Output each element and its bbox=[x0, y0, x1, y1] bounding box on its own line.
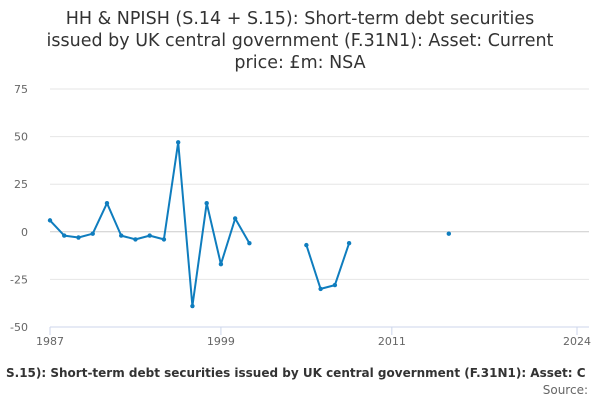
series-0-point-1994 bbox=[147, 233, 152, 238]
chart-footer: S.15): Short-term debt securities issued… bbox=[6, 366, 588, 397]
series-0-point-1990 bbox=[90, 231, 95, 236]
series-0-point-1989 bbox=[76, 235, 81, 240]
x-tick-label-1: 1999 bbox=[207, 335, 235, 348]
series-0-point-1995 bbox=[161, 237, 167, 242]
y-tick-label-3: 0 bbox=[21, 226, 28, 239]
series-0-point-1993 bbox=[133, 237, 138, 242]
series-0-point-2007 bbox=[332, 282, 338, 288]
x-tick-label-2: 2011 bbox=[378, 335, 406, 348]
series-0-point-2006 bbox=[318, 286, 323, 292]
series-0-point-1996 bbox=[175, 140, 181, 145]
series-0-point-1991 bbox=[104, 201, 110, 206]
series-0-point-2005 bbox=[304, 242, 309, 248]
y-tick-label-2: 25 bbox=[14, 178, 28, 191]
chart-title-line-3: price: £m: NSA bbox=[234, 53, 365, 73]
chart-title: HH & NPISH (S.14 + S.15): Short-term deb… bbox=[47, 9, 554, 73]
gridlines bbox=[50, 88, 589, 328]
series-0-point-2015 bbox=[446, 231, 452, 236]
y-axis: 75 50 25 0 -25 -50 bbox=[10, 83, 28, 334]
series-0-point-1987 bbox=[47, 218, 53, 223]
source-label: Source: bbox=[543, 383, 588, 397]
y-tick-label-1: 50 bbox=[14, 131, 28, 144]
x-tick-label-3: 2024 bbox=[563, 335, 591, 348]
y-tick-label-5: -50 bbox=[10, 321, 28, 334]
series-0-point-1999 bbox=[218, 261, 224, 267]
series-0-point-2001 bbox=[247, 241, 252, 246]
series-0-point-1992 bbox=[119, 233, 124, 238]
legend-series-label: S.15): Short-term debt securities issued… bbox=[6, 366, 586, 380]
chart-title-line-1: HH & NPISH (S.14 + S.15): Short-term deb… bbox=[66, 9, 535, 29]
x-tick-label-0: 1987 bbox=[36, 335, 64, 348]
series-0-point-1997 bbox=[190, 303, 195, 309]
series-0-point-2000 bbox=[232, 216, 238, 221]
series-0-point-1988 bbox=[62, 233, 67, 238]
y-tick-label-4: -25 bbox=[10, 273, 28, 286]
series-0-line-segment-1 bbox=[305, 242, 351, 290]
x-axis: 1987 1999 2011 2024 bbox=[36, 326, 591, 348]
series-layer bbox=[47, 140, 452, 309]
series-0-point-1998 bbox=[204, 201, 209, 206]
y-tick-label-0: 75 bbox=[14, 83, 28, 96]
chart-title-line-2: issued by UK central government (F.31N1)… bbox=[47, 31, 554, 51]
series-0-point-2008 bbox=[346, 241, 352, 246]
series-0-line-segment-0 bbox=[49, 141, 251, 308]
